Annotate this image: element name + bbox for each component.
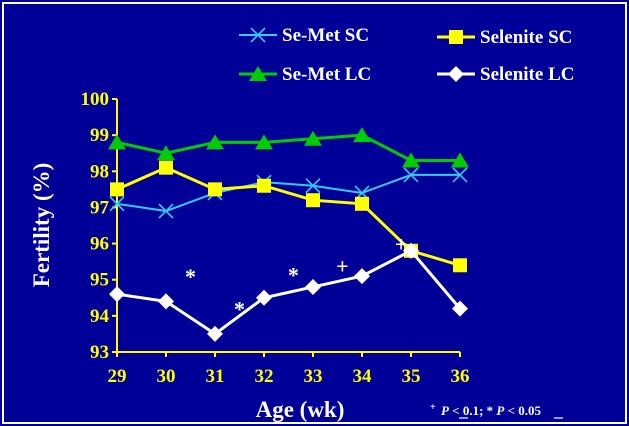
point-se-met-sc-36: [452, 167, 468, 183]
point-se-met-lc-33: [304, 130, 322, 146]
axes: 93 94 95 96 97 98 99 100 29 30 31 32 33 34 35 36: [81, 89, 470, 387]
x-tick-label-31: 31: [206, 366, 225, 387]
point-se-met-sc-33: [305, 178, 321, 194]
point-selenite-lc-34: [354, 268, 370, 285]
point-selenite-lc-36: [452, 300, 468, 317]
x-tick-label-36: 36: [451, 366, 470, 387]
series-se-met-lc: [108, 127, 469, 168]
significance-mark-5: +: [395, 232, 408, 257]
point-se-met-lc-35: [402, 152, 420, 168]
point-se-met-lc-29: [108, 134, 126, 150]
y-tick-label-94: 94: [90, 306, 110, 327]
significance-mark-2: *: [234, 297, 245, 322]
x-tick-label-35: 35: [402, 366, 421, 387]
point-se-met-lc-31: [206, 134, 224, 150]
legend-item-selenite-sc: Selenite SC: [437, 27, 572, 48]
point-se-met-sc-30: [158, 203, 174, 219]
series-line-se-met-lc: [116, 133, 460, 162]
significance-footnote: + P < 0.1; * P < 0.05: [430, 398, 542, 418]
series-layer: [108, 127, 469, 342]
x-tick-label-34: 34: [353, 366, 373, 387]
point-selenite-lc-33: [305, 278, 321, 295]
point-selenite-lc-30: [158, 293, 174, 310]
point-selenite-sc-33: [306, 193, 320, 208]
x-tick-label-32: 32: [255, 366, 274, 387]
point-selenite-lc-32: [256, 289, 272, 306]
y-tick-label-97: 97: [90, 197, 110, 218]
legend-marker-se-met-sc: [250, 27, 266, 43]
significance-mark-4: +: [336, 253, 349, 278]
y-tick-label-95: 95: [90, 270, 109, 291]
y-tick-label-96: 96: [90, 234, 109, 255]
footnote-p1-rest: < 0.1; *: [452, 403, 496, 418]
legend-label-se-met-lc: Se-Met LC: [282, 64, 371, 85]
point-selenite-sc-34: [355, 196, 369, 211]
legend-item-se-met-sc: Se-Met SC: [239, 25, 369, 46]
y-tick-label-98: 98: [90, 161, 109, 182]
footnote-p2: P: [496, 403, 505, 418]
point-se-met-sc-35: [403, 167, 419, 183]
point-se-met-lc-36: [451, 152, 469, 168]
x-axis-title: Age (wk): [256, 397, 345, 422]
significance-mark-1: *: [185, 264, 196, 289]
point-selenite-lc-29: [109, 286, 125, 303]
legend-label-selenite-sc: Selenite SC: [480, 27, 572, 48]
legend: Se-Met SC Selenite SC Se-Met LC Selenite LC: [239, 25, 574, 85]
point-se-met-lc-32: [255, 134, 273, 150]
annotations: * * * + +: [185, 232, 407, 322]
legend-marker-se-met-lc: [249, 66, 267, 81]
significance-mark-3: *: [288, 262, 299, 287]
legend-item-se-met-lc: Se-Met LC: [239, 64, 371, 85]
y-tick-label-99: 99: [90, 125, 109, 146]
y-axis-title: Fertility (%): [29, 163, 54, 288]
series-line-selenite-lc: [116, 248, 462, 336]
series-selenite-lc: [109, 242, 468, 342]
legend-item-selenite-lc: Selenite LC: [437, 64, 574, 85]
point-selenite-lc-31: [207, 325, 223, 342]
point-se-met-sc-29: [109, 196, 125, 212]
point-se-met-lc-30: [157, 145, 175, 161]
point-selenite-lc-35: [403, 242, 419, 259]
point-selenite-sc-32: [257, 178, 271, 193]
footnote-p2-rest: < 0.05: [508, 403, 542, 418]
point-se-met-lc-34: [353, 127, 371, 143]
point-selenite-sc-31: [208, 182, 222, 197]
point-selenite-sc-29: [110, 182, 124, 197]
footnote-plus: +: [430, 402, 436, 413]
x-tick-label-30: 30: [157, 366, 176, 387]
series-line-se-met-sc: [116, 173, 460, 213]
x-tick-label-33: 33: [304, 366, 323, 387]
x-tick-label-29: 29: [108, 366, 127, 387]
series-line-selenite-sc: [116, 166, 461, 267]
legend-marker-selenite-lc: [448, 66, 464, 82]
point-selenite-sc-30: [159, 160, 173, 175]
legend-marker-selenite-sc: [449, 30, 463, 44]
y-tick-label-93: 93: [90, 342, 109, 363]
legend-label-se-met-sc: Se-Met SC: [282, 25, 369, 46]
point-selenite-sc-36: [453, 258, 467, 273]
legend-label-selenite-lc: Selenite LC: [480, 64, 574, 85]
footnote-p1: P: [441, 403, 450, 418]
y-tick-label-100: 100: [81, 89, 110, 110]
